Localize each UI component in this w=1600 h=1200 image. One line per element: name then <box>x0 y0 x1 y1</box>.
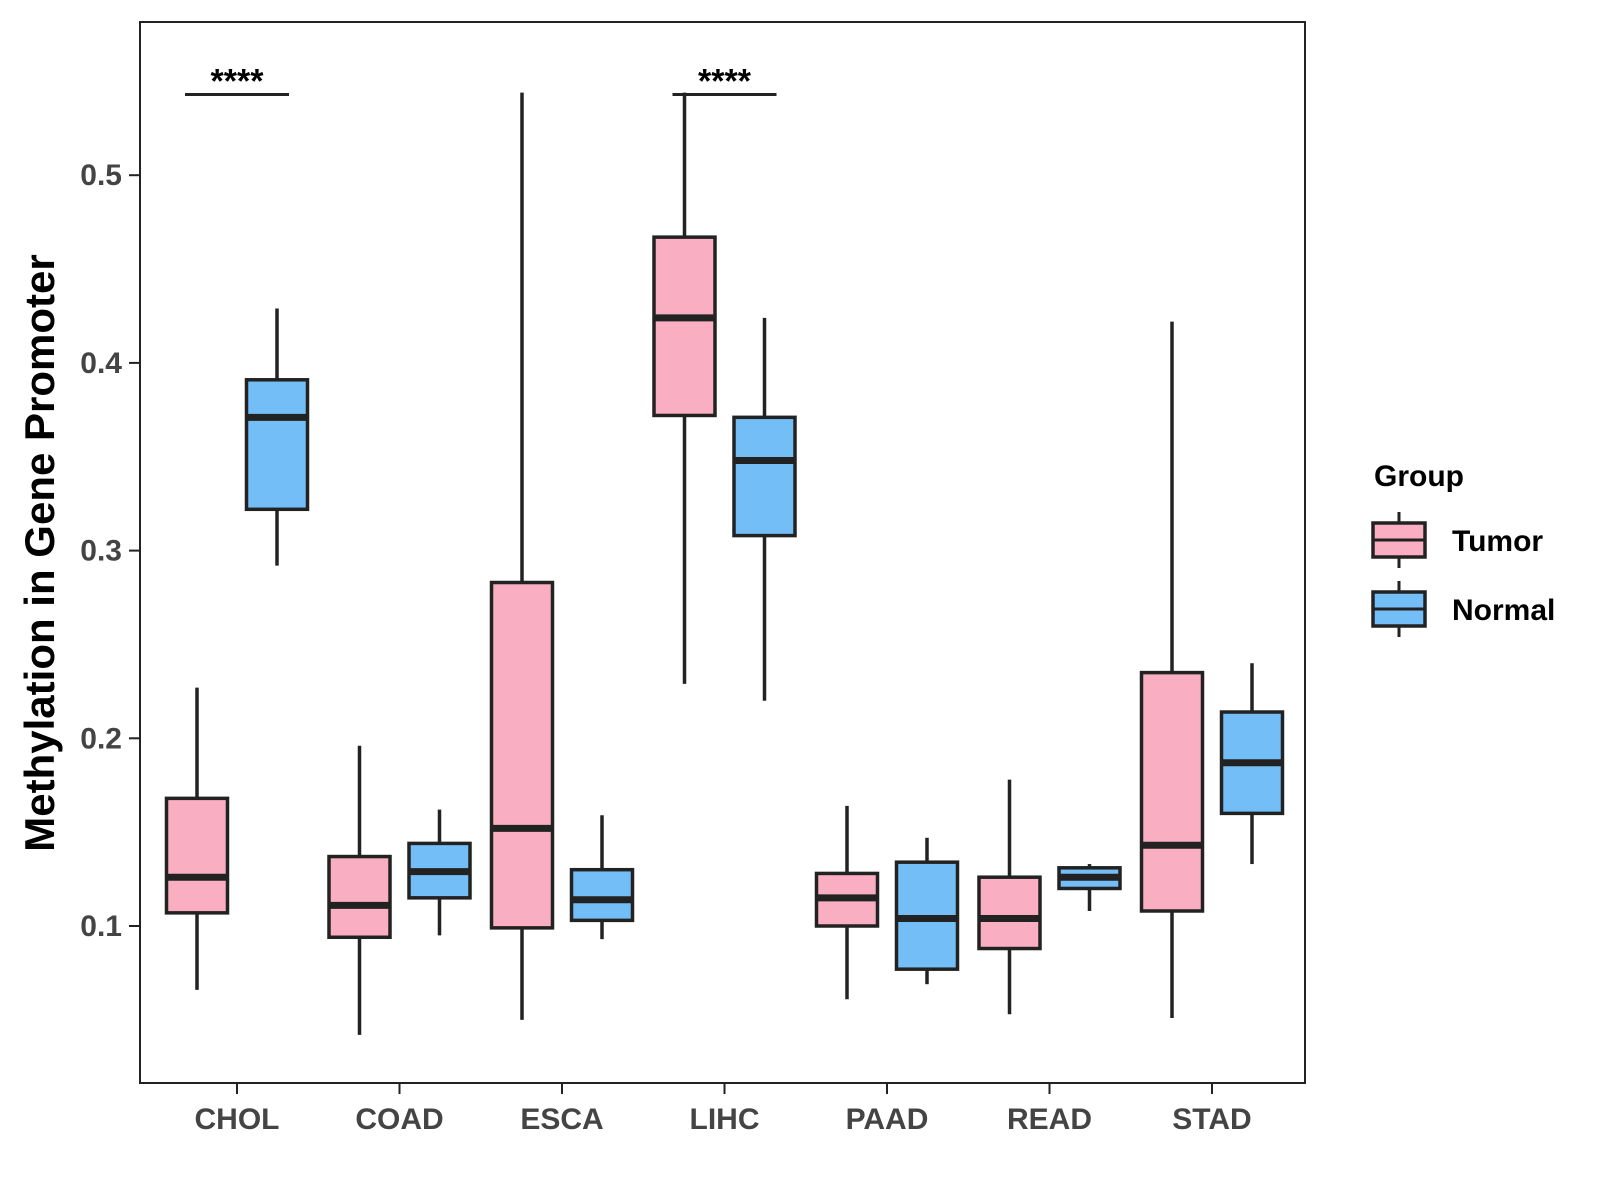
box-iqr <box>652 235 717 418</box>
y-axis: 0.1 0.2 0.3 0.4 0.5 <box>80 159 140 943</box>
significance-label: **** <box>698 62 752 100</box>
legend-entry-tumor: Tumor <box>1371 512 1543 568</box>
box-tumor-stad <box>1139 321 1205 1018</box>
x-tick-label: STAD <box>1172 1103 1251 1136</box>
legend: Group Tumor Normal <box>1371 460 1555 637</box>
box-tumor-lihc <box>652 92 717 684</box>
box-normal-chol <box>244 308 310 566</box>
box-tumor-paad <box>814 805 880 1000</box>
x-tick-label: ESCA <box>520 1103 603 1136</box>
box-tumor-chol <box>164 687 230 990</box>
boxes-layer <box>164 92 1285 1035</box>
box-iqr <box>732 415 797 538</box>
panel-border <box>139 21 1306 1084</box>
box-iqr <box>164 796 230 915</box>
box-normal-stad <box>1219 663 1285 865</box>
x-tick-label: READ <box>1007 1103 1092 1136</box>
box-iqr <box>977 875 1042 951</box>
significance-annotations: **** **** <box>185 62 777 100</box>
legend-entry-normal: Normal <box>1371 581 1555 637</box>
box-tumor-esca <box>489 92 555 1020</box>
y-tick-label: 0.1 <box>80 910 122 943</box>
x-tick-label: COAD <box>355 1103 443 1136</box>
y-axis-title: Methylation in Gene Promoter <box>16 254 63 851</box>
box-normal-paad <box>894 837 960 985</box>
box-tumor-coad <box>327 745 392 1035</box>
legend-title: Group <box>1374 460 1464 493</box>
x-tick-label: CHOL <box>195 1103 280 1136</box>
x-axis: CHOL COAD ESCA LIHC PAAD READ STAD <box>195 1083 1252 1136</box>
box-normal-esca <box>569 815 635 940</box>
box-normal-coad <box>407 809 472 936</box>
box-iqr <box>327 854 392 940</box>
significance-label: **** <box>211 62 265 100</box>
y-tick-label: 0.4 <box>80 347 122 380</box>
y-tick-label: 0.5 <box>80 159 122 192</box>
legend-label: Normal <box>1452 594 1555 627</box>
box-normal-lihc <box>732 317 797 701</box>
box-iqr <box>1139 670 1205 913</box>
legend-label: Tumor <box>1452 525 1543 558</box>
box-iqr <box>489 580 555 930</box>
y-tick-label: 0.3 <box>80 535 122 568</box>
x-tick-label: PAAD <box>846 1103 929 1136</box>
box-iqr <box>244 378 310 512</box>
y-tick-label: 0.2 <box>80 722 122 755</box>
box-iqr <box>569 867 635 923</box>
x-tick-label: LIHC <box>690 1103 760 1136</box>
box-tumor-read <box>977 779 1042 1015</box>
box-normal-read <box>1057 864 1122 911</box>
